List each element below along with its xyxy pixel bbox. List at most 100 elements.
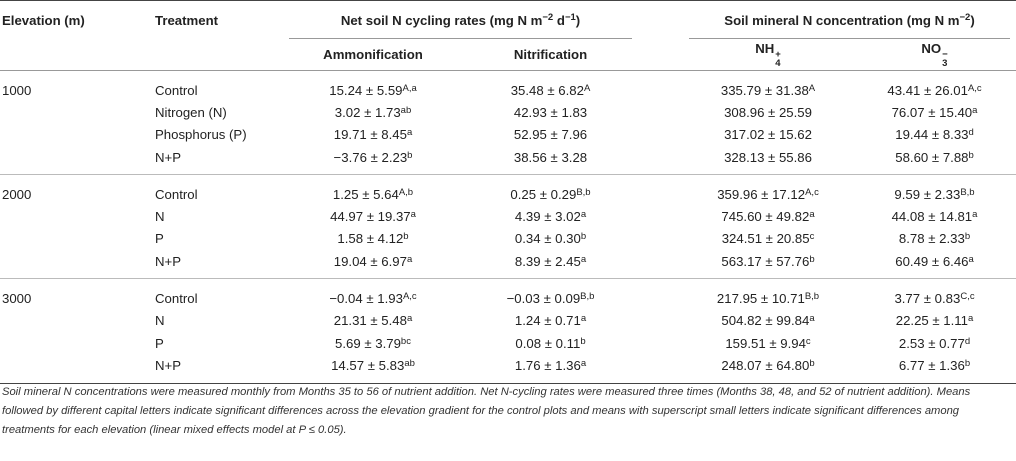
treatment-cell: P xyxy=(155,335,164,351)
no3-cell: 6.77 ± 1.36b xyxy=(853,354,1016,384)
elevation-cell xyxy=(0,101,155,123)
nitrification-cell: 4.39 ± 3.02a xyxy=(514,209,587,225)
table-footnote: Soil mineral N concentrations were measu… xyxy=(2,386,971,436)
nh4-cell: 335.79 ± 31.38A xyxy=(720,82,816,98)
table-row: N+P 19.04 ± 6.97a 8.39 ± 2.45a 563.17 ± 57.… xyxy=(0,250,1016,280)
ammonification-cell: 1.25 ± 5.64A,b xyxy=(332,186,414,202)
table-row: 3000 Control −0.04 ± 1.93A,c −0.03 ± 0.09B,… xyxy=(0,279,1016,310)
nh4-cell: 563.17 ± 57.76b xyxy=(683,250,854,280)
spacer-cell xyxy=(638,228,683,250)
header-nh4: NH +4 xyxy=(683,39,854,71)
nitrification-cell: 35.48 ± 6.82A xyxy=(510,82,591,98)
elevation-cell xyxy=(0,310,155,332)
nitrification-cell: 0.08 ± 0.11b xyxy=(515,335,586,351)
header-ammonification: Ammonification xyxy=(283,39,463,71)
header-nitrification: Nitrification xyxy=(463,39,639,71)
elevation-cell xyxy=(0,205,155,227)
ammonification-cell: 44.97 ± 19.37a xyxy=(330,209,416,225)
spacer-cell xyxy=(638,332,683,354)
treatment-cell: N+P xyxy=(155,145,283,176)
ammonification-cell: 21.31 ± 5.48a xyxy=(333,313,413,329)
treatment-cell: N xyxy=(155,209,165,225)
table-row: P 1.58 ± 4.12b 0.34 ± 0.30b 324.51 ± 20.85c… xyxy=(0,228,1016,250)
table-row: Phosphorus (P) 19.71 ± 8.45a 52.95 ± 7.96 3… xyxy=(0,124,1016,146)
nh4-cell: 359.96 ± 17.12A,c xyxy=(717,186,819,202)
nitrification-cell: 8.39 ± 2.45a xyxy=(463,250,639,280)
elevation-cell xyxy=(0,124,155,146)
spacer-cell xyxy=(638,310,683,332)
ammonification-cell: 5.69 ± 3.79bc xyxy=(335,335,411,351)
nh4-cell: 328.13 ± 55.86 xyxy=(683,145,854,176)
no3-cell: 76.07 ± 15.40a xyxy=(891,104,978,120)
table-row: N 44.97 ± 19.37a 4.39 ± 3.02a 745.60 ± 49.8… xyxy=(0,205,1016,227)
nitrification-cell: 0.25 ± 0.29B,b xyxy=(510,186,591,202)
ammonification-cell: −3.76 ± 2.23b xyxy=(283,145,463,176)
no3-cell: 2.53 ± 0.77d xyxy=(898,335,971,351)
no3-cell: 3.77 ± 0.83C,c xyxy=(894,291,975,307)
nh4-cell: 217.95 ± 10.71B,b xyxy=(716,291,820,307)
nitrification-cell: 52.95 ± 7.96 xyxy=(513,127,588,143)
elevation-cell xyxy=(0,250,155,280)
ammonification-cell: 19.04 ± 6.97a xyxy=(283,250,463,280)
no3-cell: 43.41 ± 26.01A,c xyxy=(887,82,982,98)
ammonification-cell: −0.04 ± 1.93A,c xyxy=(329,291,417,307)
header-elevation: Elevation (m) xyxy=(0,0,155,39)
treatment-cell: Control xyxy=(155,291,198,307)
no3-cell: 58.60 ± 7.88b xyxy=(853,145,1016,176)
no3-cell: 8.78 ± 2.33b xyxy=(898,231,971,247)
table-row: Nitrogen (N) 3.02 ± 1.73ab 42.93 ± 1.83 308… xyxy=(0,101,1016,123)
header-mineral-n-group: Soil mineral N concentration (mg N m−2) xyxy=(683,0,1016,40)
spacer-cell xyxy=(638,124,683,146)
nitrification-cell: 1.24 ± 0.71a xyxy=(514,313,587,329)
header-treatment: Treatment xyxy=(155,0,283,39)
nitrification-cell: 42.93 ± 1.83 xyxy=(513,104,588,120)
nh4-cell: 308.96 ± 25.59 xyxy=(724,104,812,120)
spacer-cell xyxy=(638,205,683,227)
elevation-cell: 1000 xyxy=(2,82,32,98)
header-no3: NO −3 xyxy=(853,39,1016,71)
nh4-cell: 745.60 ± 49.82a xyxy=(721,209,815,225)
nh4-cell: 159.51 ± 9.94c xyxy=(725,335,811,351)
nh4-cell: 248.07 ± 64.80b xyxy=(683,354,854,384)
table-row: 1000 Control 15.24 ± 5.59A,a 35.48 ± 6.82A 3… xyxy=(0,71,1016,102)
ammonification-cell: 1.58 ± 4.12b xyxy=(337,231,409,247)
nh4-cell: 317.02 ± 15.62 xyxy=(724,127,812,143)
nh4-cell: 504.82 ± 99.84a xyxy=(721,313,815,329)
no3-cell: 22.25 ± 1.11a xyxy=(895,313,974,329)
no3-cell: 9.59 ± 2.33B,b xyxy=(894,186,975,202)
spacer-cell xyxy=(638,101,683,123)
table-row: N 21.31 ± 5.48a 1.24 ± 0.71a 504.82 ± 99.84… xyxy=(0,310,1016,332)
elevation-cell: 2000 xyxy=(2,186,32,202)
nh4-cell: 324.51 ± 20.85c xyxy=(721,231,815,247)
spacer-cell xyxy=(638,175,683,206)
nitrification-cell: −0.03 ± 0.09B,b xyxy=(506,291,595,307)
treatment-cell: N+P xyxy=(155,250,283,280)
nitrification-cell: 38.56 ± 3.28 xyxy=(463,145,639,176)
spacer-cell xyxy=(638,250,684,280)
treatment-cell: Control xyxy=(155,186,198,202)
elevation-cell xyxy=(0,354,155,384)
elevation-cell xyxy=(0,228,155,250)
spacer-cell xyxy=(638,354,684,384)
data-table: Elevation (m) Treatment Net soil N cycli… xyxy=(0,0,1016,384)
ammonification-cell: 15.24 ± 5.59A,a xyxy=(329,82,417,98)
ammonification-cell: 14.57 ± 5.83ab xyxy=(283,354,463,384)
table-row: N+P 14.57 ± 5.83ab 1.76 ± 1.36a 248.07 ± 64… xyxy=(0,354,1016,384)
elevation-cell xyxy=(0,145,155,176)
nitrification-cell: 0.34 ± 0.30b xyxy=(514,231,587,247)
nitrification-cell: 1.76 ± 1.36a xyxy=(463,354,639,384)
treatment-cell: N xyxy=(155,313,165,329)
table-row: 2000 Control 1.25 ± 5.64A,b 0.25 ± 0.29B,b 3… xyxy=(0,175,1016,206)
treatment-cell: P xyxy=(155,231,164,247)
treatment-cell: N+P xyxy=(155,354,283,384)
no3-cell: 44.08 ± 14.81a xyxy=(891,209,978,225)
table-row: P 5.69 ± 3.79bc 0.08 ± 0.11b 159.51 ± 9.94c… xyxy=(0,332,1016,354)
table-row: N+P −3.76 ± 2.23b 38.56 ± 3.28 328.13 ± 55.… xyxy=(0,145,1016,176)
treatment-cell: Control xyxy=(155,82,198,98)
treatment-cell: Nitrogen (N) xyxy=(155,104,227,120)
spacer-cell xyxy=(638,145,684,176)
ammonification-cell: 19.71 ± 8.45a xyxy=(333,127,413,143)
header-net-cycling-group: Net soil N cycling rates (mg N m−2 d−1) xyxy=(283,0,639,40)
elevation-cell xyxy=(0,332,155,354)
